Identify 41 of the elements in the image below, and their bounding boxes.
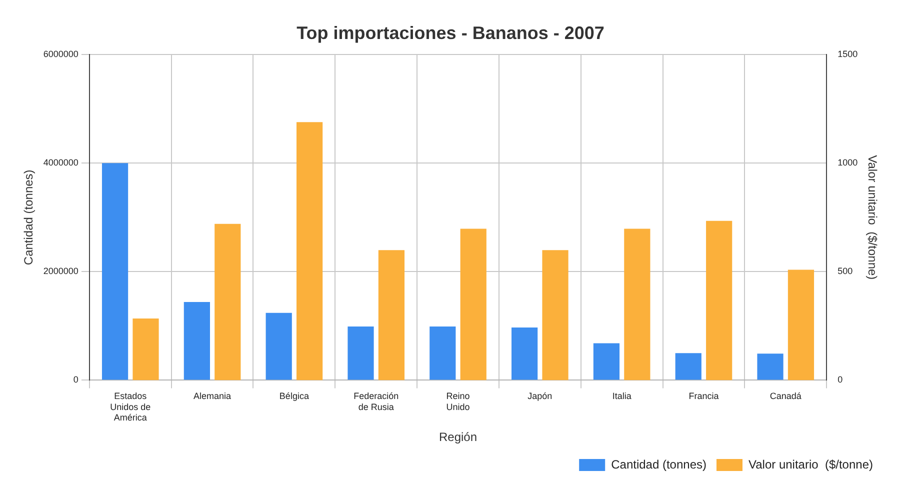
x-tick-label: Bélgica [279, 391, 309, 402]
chart-title: Top importaciones - Bananos - 2007 [296, 22, 604, 43]
y-tick-label: 2000000 [43, 266, 78, 276]
bar [624, 228, 650, 380]
y-axis-title: Cantidad (tonnes) [22, 170, 36, 266]
bar [706, 220, 732, 380]
x-tick-label: Italia [612, 391, 632, 402]
x-tick-label: Japón [528, 391, 552, 402]
bar [542, 250, 568, 380]
bar [296, 122, 323, 380]
bar [788, 270, 814, 380]
y2-tick-label: 0 [838, 374, 843, 385]
bar [214, 224, 241, 380]
bar [102, 163, 128, 380]
bar [430, 326, 456, 380]
bar [593, 343, 620, 380]
x-tick-label: Canadá [770, 391, 802, 402]
bar [132, 318, 159, 380]
bar [757, 354, 784, 380]
x-tick-label: Federación de Rusia [354, 391, 399, 412]
y2-axis-title: Valor unitario ($/tonne) [865, 155, 880, 280]
legend-label: Cantidad (tonnes) [611, 457, 706, 472]
bar [184, 302, 210, 380]
x-axis-title: Región [438, 430, 478, 444]
y2-tick-label: 1500 [838, 49, 858, 60]
bar [460, 228, 486, 380]
bar [348, 326, 374, 380]
x-tick-label: Estados Unidos de América [110, 391, 151, 423]
y-tick-label: 0 [73, 374, 78, 385]
bar [512, 328, 538, 380]
bar [266, 312, 292, 380]
legend-label: Valor unitario ($/tonne) [748, 457, 874, 472]
y2-tick-label: 1000 [838, 158, 858, 168]
y-tick-label: 4000000 [43, 158, 78, 168]
x-tick-label: Alemania [194, 391, 232, 402]
y2-tick-label: 500 [838, 266, 853, 276]
y-tick-label: 6000000 [43, 49, 78, 60]
bar [378, 250, 405, 380]
x-tick-label: Francia [688, 391, 719, 402]
x-tick-label: Reino Unido [446, 391, 470, 412]
bar [675, 353, 702, 380]
